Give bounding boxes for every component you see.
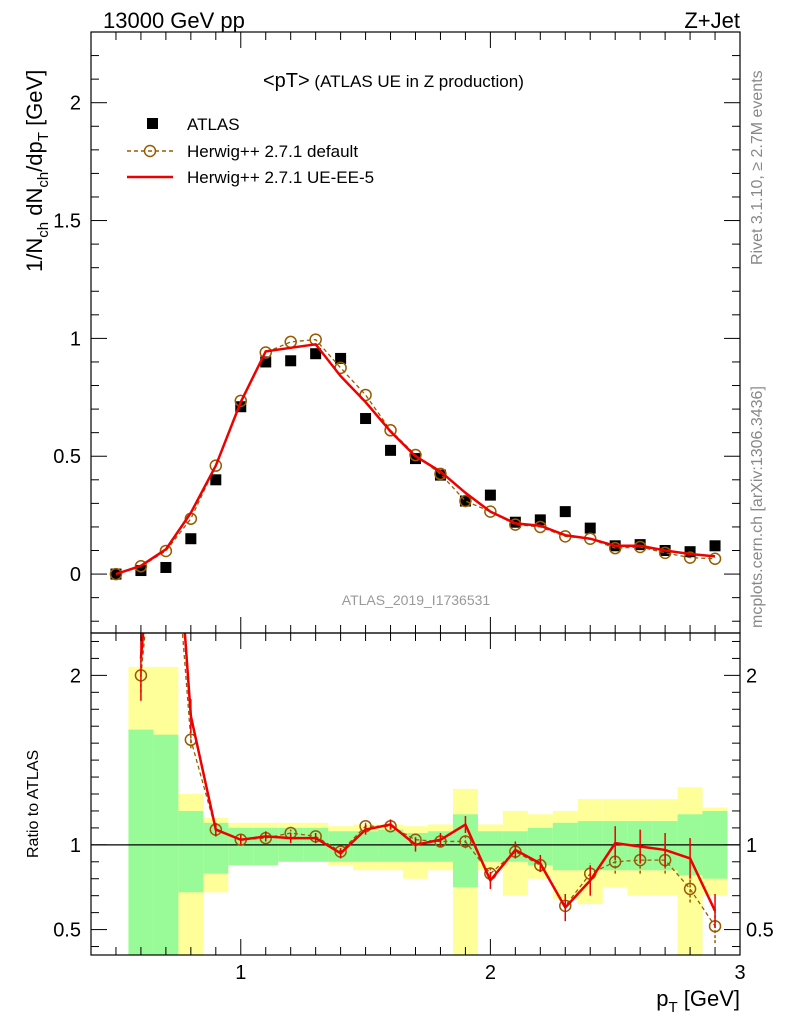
stat-band-bin xyxy=(228,827,254,866)
data-point-atlas xyxy=(160,561,172,573)
ratio-line-ueee5 xyxy=(139,633,717,912)
ratio-bands xyxy=(128,666,728,955)
stat-band-bin xyxy=(178,810,204,893)
stat-band-bin xyxy=(477,831,503,862)
data-point-default xyxy=(484,505,497,518)
main-chart-title: <pT> (ATLAS UE in Z production) xyxy=(263,70,524,92)
legend-marker-default xyxy=(143,144,157,158)
ratio-series xyxy=(134,416,722,944)
data-point-default xyxy=(109,567,123,581)
data-point-atlas xyxy=(709,540,721,552)
x-tick-label: 1 xyxy=(235,962,246,984)
data-point-default xyxy=(259,346,272,359)
data-point-atlas xyxy=(584,522,596,534)
main-y-tick-label: 2 xyxy=(70,93,81,115)
ratio-y-tick-label-right: 2 xyxy=(746,665,757,687)
data-point-atlas xyxy=(260,356,272,368)
main-series xyxy=(109,333,722,581)
stat-band-bin xyxy=(378,829,404,862)
ratio-point-default xyxy=(683,882,697,896)
data-point-default xyxy=(683,551,697,564)
data-point-default xyxy=(134,560,148,573)
stat-band-bin xyxy=(128,729,154,955)
data-point-default xyxy=(159,544,173,558)
ratio-y-tick-label-right: 1 xyxy=(746,835,757,857)
series-line-ueee5 xyxy=(115,342,716,576)
header-right: Z+Jet xyxy=(684,8,740,33)
data-point-default xyxy=(708,552,722,566)
data-point-default xyxy=(608,541,622,555)
main-y-tick-label: 1.5 xyxy=(53,211,81,233)
ratio-point-default xyxy=(160,416,171,427)
ratio-panel: 1 2 30.5 0.51 12 2 xyxy=(53,416,774,984)
legend-marker-atlas xyxy=(147,118,158,129)
data-point-default xyxy=(234,394,248,408)
data-point-atlas xyxy=(459,495,471,507)
legend: ATLAS Herwig++ 2.7.1 default Herwig++ 2.… xyxy=(127,115,374,187)
x-tick-label: 3 xyxy=(734,962,745,984)
stat-band-bin xyxy=(552,822,578,871)
main-y-tick-label: 1 xyxy=(70,328,81,350)
ratio-y-tick-label-right: 0.5 xyxy=(746,920,774,942)
data-point-default xyxy=(459,494,472,508)
stat-band-bin xyxy=(153,734,179,955)
legend-label-default: Herwig++ 2.7.1 default xyxy=(187,142,358,161)
legend-label-atlas: ATLAS xyxy=(187,115,240,134)
data-point-atlas xyxy=(484,489,496,501)
title-sub: (ATLAS UE in Z production) xyxy=(310,72,524,91)
data-point-atlas xyxy=(210,474,222,486)
ratio-y-tick-label: 1 xyxy=(70,835,81,857)
data-point-atlas xyxy=(135,565,147,577)
data-point-default xyxy=(209,459,223,472)
data-point-atlas xyxy=(335,352,347,364)
mcplots-label: mcplots.cern.ch [arXiv:1306.3436] xyxy=(749,386,766,628)
analysis-watermark: ATLAS_2019_I1736531 xyxy=(342,592,491,608)
legend-label-ueee5: Herwig++ 2.7.1 UE-EE-5 xyxy=(187,168,374,187)
ratio-y-axis-label: Ratio to ATLAS xyxy=(25,750,42,858)
rivet-label: Rivet 3.1.10, ≥ 2.7M events xyxy=(749,70,766,265)
ratio-y-tick-label: 0.5 xyxy=(53,920,81,942)
data-point-atlas xyxy=(534,514,546,526)
data-point-default xyxy=(658,546,672,560)
title-main: <pT> xyxy=(263,70,310,92)
data-point-default xyxy=(409,448,422,462)
data-point-atlas xyxy=(559,506,571,518)
stat-band-bin xyxy=(577,821,603,871)
main-y-tick-label: 0 xyxy=(70,564,81,586)
data-point-atlas xyxy=(360,413,372,425)
data-point-atlas xyxy=(434,469,446,481)
data-point-atlas xyxy=(285,355,297,367)
data-point-atlas xyxy=(185,533,197,545)
x-axis-label: pT [GeV] xyxy=(656,986,740,1016)
data-point-atlas xyxy=(385,444,397,456)
data-point-atlas xyxy=(310,348,322,360)
header-left: 13000 GeV pp xyxy=(103,8,245,33)
data-point-default xyxy=(384,424,397,437)
ratio-point-default xyxy=(459,835,472,848)
data-point-default xyxy=(434,467,447,481)
data-point-atlas xyxy=(410,453,421,465)
main-y-tick-label: 0.5 xyxy=(53,446,81,468)
ratio-y-tick-label: 2 xyxy=(70,665,81,687)
main-y-axis-label: 1/Nch dNch/dpT [GeV] xyxy=(22,70,52,272)
x-tick-label: 2 xyxy=(485,962,496,984)
